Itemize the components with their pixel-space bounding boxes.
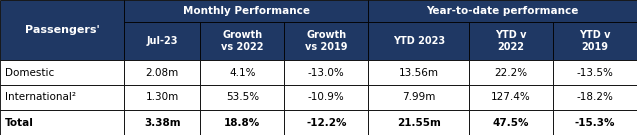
Text: 3.38m: 3.38m	[144, 117, 180, 127]
Text: 18.8%: 18.8%	[224, 117, 261, 127]
Text: 22.2%: 22.2%	[494, 68, 527, 77]
Bar	[124, 60, 201, 85]
Bar	[368, 22, 469, 60]
Bar	[0, 60, 124, 85]
Bar	[124, 22, 201, 60]
Text: Jul-23: Jul-23	[147, 36, 178, 46]
Text: 2.08m: 2.08m	[145, 68, 179, 77]
Text: Monthly Performance: Monthly Performance	[183, 6, 310, 16]
Bar	[553, 22, 637, 60]
Bar	[284, 60, 368, 85]
Text: Passengers': Passengers'	[25, 25, 99, 35]
Text: Year-to-date performance: Year-to-date performance	[427, 6, 579, 16]
Bar	[553, 85, 637, 110]
Text: Growth
vs 2022: Growth vs 2022	[221, 30, 264, 52]
Bar	[0, 110, 124, 135]
Bar	[469, 22, 553, 60]
Bar	[368, 60, 469, 85]
Text: 13.56m: 13.56m	[399, 68, 439, 77]
Bar	[284, 22, 368, 60]
Bar	[201, 110, 284, 135]
Bar	[284, 85, 368, 110]
Text: International²: International²	[5, 92, 76, 102]
Bar	[469, 110, 553, 135]
Bar	[0, 0, 124, 60]
Bar	[553, 110, 637, 135]
Bar	[368, 110, 469, 135]
Text: Domestic: Domestic	[5, 68, 54, 77]
Text: -13.0%: -13.0%	[308, 68, 345, 77]
Text: 53.5%: 53.5%	[226, 92, 259, 102]
Text: YTD v
2022: YTD v 2022	[496, 30, 527, 52]
Bar	[553, 60, 637, 85]
Bar	[124, 110, 201, 135]
Text: 1.30m: 1.30m	[145, 92, 179, 102]
Text: YTD 2023: YTD 2023	[392, 36, 445, 46]
Bar	[201, 85, 284, 110]
Bar	[284, 110, 368, 135]
Bar	[0, 85, 124, 110]
Text: -15.3%: -15.3%	[575, 117, 615, 127]
Bar	[368, 0, 637, 22]
Text: 4.1%: 4.1%	[229, 68, 255, 77]
Bar	[124, 85, 201, 110]
Text: YTD v
2019: YTD v 2019	[579, 30, 611, 52]
Text: -10.9%: -10.9%	[308, 92, 345, 102]
Bar	[201, 60, 284, 85]
Bar	[469, 60, 553, 85]
Text: -18.2%: -18.2%	[576, 92, 613, 102]
Bar	[469, 85, 553, 110]
Bar	[201, 22, 284, 60]
Text: -13.5%: -13.5%	[576, 68, 613, 77]
Text: 21.55m: 21.55m	[397, 117, 441, 127]
Text: Total: Total	[5, 117, 34, 127]
Text: 127.4%: 127.4%	[491, 92, 531, 102]
Bar	[124, 0, 368, 22]
Text: -12.2%: -12.2%	[306, 117, 347, 127]
Text: 7.99m: 7.99m	[402, 92, 436, 102]
Bar	[368, 85, 469, 110]
Text: 47.5%: 47.5%	[493, 117, 529, 127]
Text: Growth
vs 2019: Growth vs 2019	[305, 30, 348, 52]
